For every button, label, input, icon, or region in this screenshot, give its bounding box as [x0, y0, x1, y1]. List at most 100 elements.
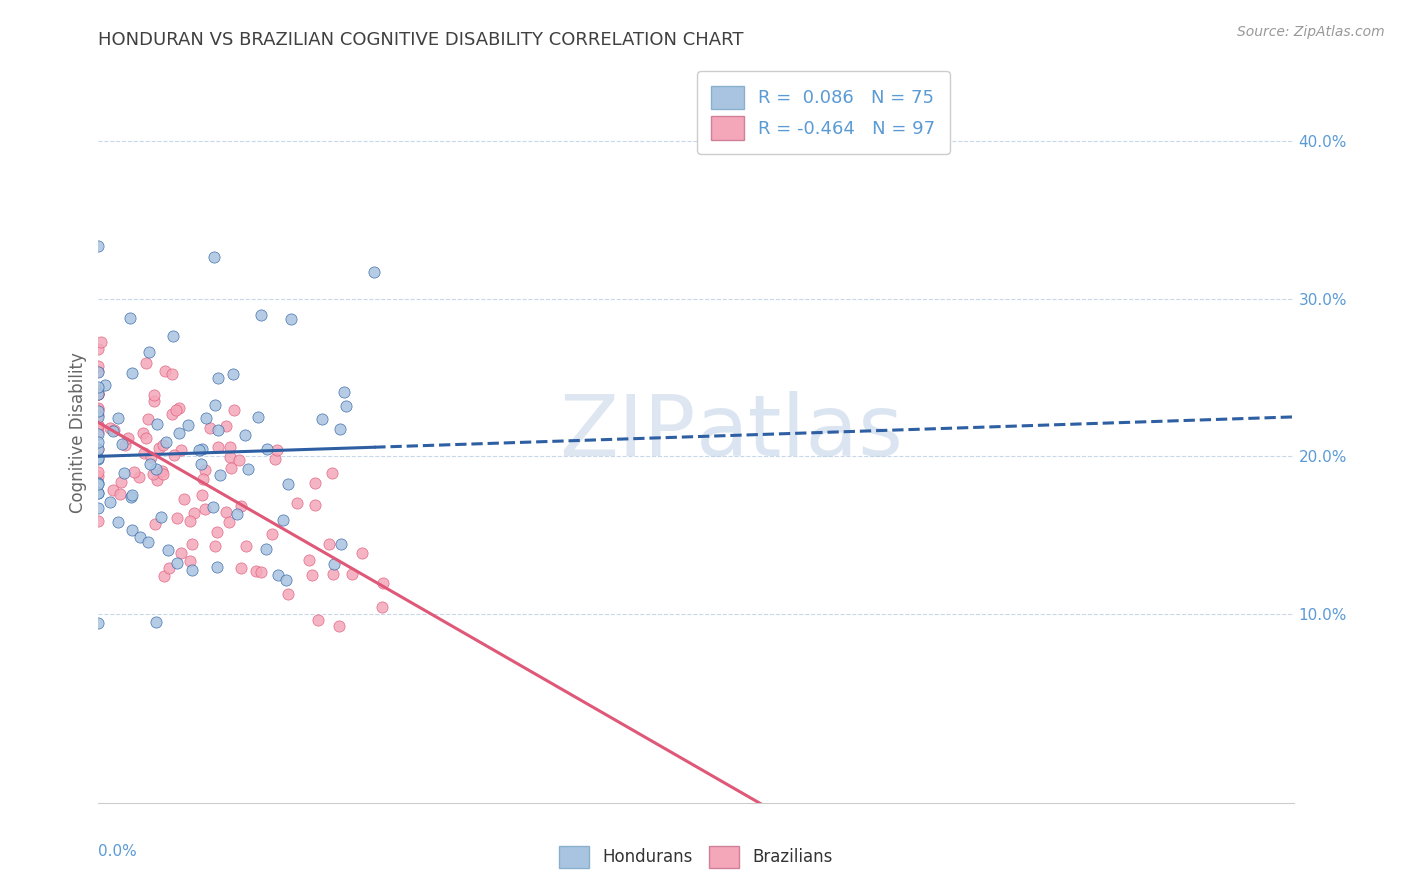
Point	[263, 452, 285, 467]
Point	[238, 462, 260, 476]
Point	[163, 448, 186, 462]
Point	[142, 467, 165, 481]
Point	[311, 411, 333, 425]
Point	[87, 387, 110, 401]
Point	[146, 417, 169, 432]
Point	[298, 552, 321, 566]
Y-axis label: Cognitive Disability: Cognitive Disability	[69, 352, 87, 513]
Point	[136, 535, 159, 549]
Point	[285, 496, 308, 510]
Point	[87, 477, 110, 491]
Point	[274, 573, 297, 587]
Point	[87, 408, 110, 422]
Point	[87, 451, 110, 466]
Point	[276, 587, 298, 601]
Point	[162, 329, 184, 343]
Point	[155, 434, 177, 449]
Point	[87, 427, 110, 442]
Point	[218, 440, 240, 454]
Point	[157, 543, 180, 558]
Point	[208, 468, 231, 483]
Point	[114, 438, 136, 452]
Point	[145, 462, 167, 476]
Point	[107, 411, 129, 425]
Point	[138, 345, 160, 359]
Point	[322, 557, 344, 571]
Point	[98, 421, 121, 435]
Point	[167, 426, 190, 441]
Point	[170, 443, 193, 458]
Text: atlas: atlas	[696, 391, 904, 475]
Point	[204, 250, 226, 264]
Point	[120, 311, 142, 326]
Point	[87, 401, 110, 415]
Point	[87, 365, 110, 379]
Point	[139, 458, 162, 472]
Point	[87, 442, 110, 456]
Point	[87, 469, 110, 483]
Point	[103, 423, 125, 437]
Point	[335, 399, 357, 413]
Point	[121, 488, 143, 502]
Point	[108, 487, 131, 501]
Point	[87, 363, 110, 377]
Point	[190, 457, 212, 471]
Point	[200, 421, 222, 435]
Point	[87, 442, 110, 456]
Point	[226, 507, 249, 521]
Point	[152, 467, 174, 481]
Point	[87, 486, 110, 500]
Legend: Hondurans, Brazilians: Hondurans, Brazilians	[551, 838, 841, 876]
Point	[87, 402, 110, 417]
Text: 0.0%: 0.0%	[98, 844, 138, 858]
Point	[173, 492, 195, 507]
Point	[260, 526, 283, 541]
Point	[142, 388, 165, 402]
Point	[135, 431, 157, 445]
Point	[129, 530, 152, 544]
Point	[371, 600, 394, 615]
Point	[204, 539, 226, 553]
Point	[121, 366, 143, 380]
Point	[87, 380, 110, 394]
Point	[187, 443, 209, 458]
Point	[87, 616, 110, 631]
Point	[121, 490, 143, 504]
Point	[215, 505, 238, 519]
Point	[256, 442, 278, 456]
Point	[90, 335, 112, 350]
Point	[328, 619, 350, 633]
Point	[87, 238, 110, 252]
Point	[233, 428, 256, 442]
Point	[277, 477, 299, 491]
Point	[214, 418, 236, 433]
Point	[111, 437, 134, 451]
Point	[87, 359, 110, 374]
Point	[169, 545, 191, 559]
Point	[110, 475, 132, 489]
Point	[352, 546, 374, 560]
Point	[304, 476, 326, 491]
Point	[254, 541, 277, 556]
Point	[87, 384, 110, 398]
Text: Source: ZipAtlas.com: Source: ZipAtlas.com	[1237, 25, 1385, 39]
Point	[228, 453, 250, 467]
Point	[321, 466, 343, 480]
Point	[150, 464, 173, 478]
Point	[155, 364, 177, 378]
Point	[246, 409, 269, 424]
Point	[87, 476, 110, 491]
Point	[87, 435, 110, 450]
Point	[94, 378, 117, 392]
Point	[107, 515, 129, 529]
Text: ZIP: ZIP	[560, 391, 696, 475]
Point	[235, 539, 257, 553]
Point	[224, 403, 246, 417]
Point	[122, 465, 145, 479]
Point	[145, 615, 167, 629]
Point	[207, 440, 229, 454]
Point	[146, 474, 169, 488]
Point	[266, 442, 288, 457]
Point	[136, 412, 159, 426]
Point	[229, 561, 252, 575]
